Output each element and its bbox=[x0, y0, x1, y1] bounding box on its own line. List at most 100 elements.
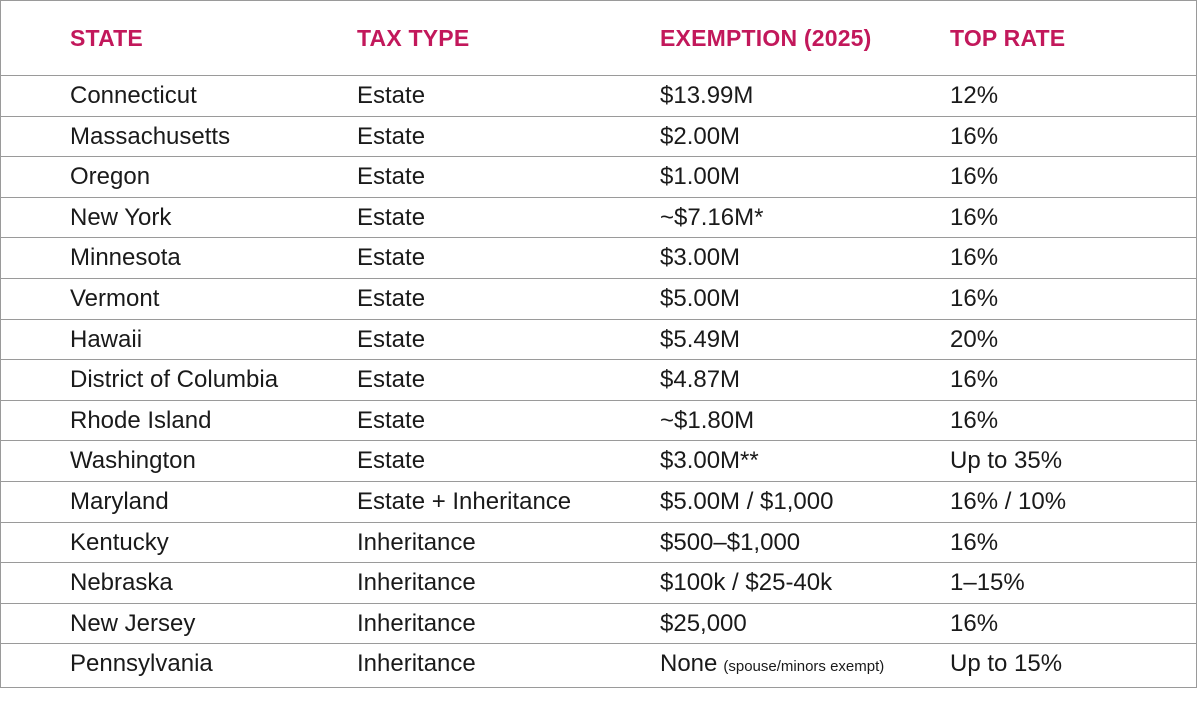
cell-exemption: $25,000 bbox=[660, 604, 747, 644]
cell-state-text: District of Columbia bbox=[70, 366, 279, 394]
cell-tax-type-text: Inheritance bbox=[357, 650, 476, 678]
cell-top-rate-text: 16% bbox=[950, 285, 999, 312]
cell-tax-type-text: Inheritance bbox=[357, 569, 476, 597]
table-row: Maryland Estate + Inheritance $5.00M / $1,… bbox=[1, 482, 1196, 523]
cell-exemption-text: $5.00M / $1,000 bbox=[660, 488, 834, 515]
cell-exemption-text: ~$7.16M* bbox=[660, 203, 764, 231]
cell-state: Connecticut bbox=[70, 76, 197, 116]
table-row: District of Columbia Estate $4.87M 16% bbox=[1, 360, 1196, 401]
cell-top-rate: 16% bbox=[950, 523, 998, 563]
cell-state-text: Kentucky bbox=[70, 528, 169, 556]
header-exemption: EXEMPTION (2025) bbox=[660, 25, 872, 51]
table-row: Minnesota Estate $3.00M 16% bbox=[1, 238, 1196, 279]
cell-tax-type-text: Estate + Inheritance bbox=[357, 488, 572, 515]
cell-tax-type: Estate + Inheritance bbox=[357, 482, 571, 522]
cell-top-rate-text: Up to 35% bbox=[950, 447, 1063, 475]
cell-exemption-text: $2.00M bbox=[660, 122, 741, 150]
cell-exemption: None (spouse/minors exempt) bbox=[660, 644, 884, 684]
cell-tax-type-text: Estate bbox=[357, 82, 426, 109]
cell-tax-type-text: Estate bbox=[357, 203, 426, 231]
cell-tax-type: Estate bbox=[357, 238, 425, 278]
cell-state-text: Massachusetts bbox=[70, 122, 231, 150]
exemption-note: (spouse/minors exempt) bbox=[723, 658, 885, 676]
cell-state: Vermont bbox=[70, 279, 159, 319]
cell-top-rate: 20% bbox=[950, 320, 998, 360]
cell-tax-type: Estate bbox=[357, 279, 425, 319]
cell-exemption: $5.49M bbox=[660, 320, 740, 360]
cell-top-rate-text: 16% bbox=[950, 609, 999, 637]
cell-exemption: $3.00M** bbox=[660, 441, 759, 481]
table-row: Pennsylvania Inheritance None (spouse/minor… bbox=[1, 644, 1196, 685]
cell-exemption: $500–$1,000 bbox=[660, 523, 800, 563]
cell-exemption: ~$1.80M bbox=[660, 401, 754, 441]
cell-top-rate: Up to 15% bbox=[950, 644, 1062, 684]
cell-state: New Jersey bbox=[70, 604, 195, 644]
cell-top-rate: 16% bbox=[950, 198, 998, 238]
cell-top-rate: 16% bbox=[950, 604, 998, 644]
cell-exemption-text: $13.99M bbox=[660, 82, 754, 109]
cell-tax-type-text: Inheritance bbox=[357, 528, 476, 556]
cell-top-rate: 16% bbox=[950, 157, 998, 197]
cell-tax-type: Inheritance bbox=[357, 644, 476, 684]
cell-top-rate: 12% bbox=[950, 76, 998, 116]
cell-top-rate: Up to 35% bbox=[950, 441, 1062, 481]
cell-state-text: Vermont bbox=[70, 285, 160, 312]
cell-tax-type: Estate bbox=[357, 157, 425, 197]
cell-top-rate: 16% bbox=[950, 401, 998, 441]
cell-state: Oregon bbox=[70, 157, 150, 197]
cell-top-rate: 16% bbox=[950, 360, 998, 400]
cell-top-rate-text: 16% bbox=[950, 528, 999, 556]
cell-tax-type: Estate bbox=[357, 117, 425, 157]
cell-top-rate-text: 16% / 10% bbox=[950, 488, 1067, 515]
cell-top-rate: 16% bbox=[950, 117, 998, 157]
cell-state: Nebraska bbox=[70, 563, 173, 603]
cell-tax-type-text: Estate bbox=[357, 447, 426, 475]
cell-tax-type: Inheritance bbox=[357, 604, 476, 644]
cell-state-text: Rhode Island bbox=[70, 406, 212, 434]
header-top-rate: TOP RATE bbox=[950, 25, 1066, 51]
cell-state: Massachusetts bbox=[70, 117, 230, 157]
header-state: STATE bbox=[70, 25, 143, 51]
table-row: New Jersey Inheritance $25,000 16% bbox=[1, 604, 1196, 645]
table-row: Rhode Island Estate ~$1.80M 16% bbox=[1, 401, 1196, 442]
cell-tax-type: Estate bbox=[357, 441, 425, 481]
cell-exemption-text: $5.00M bbox=[660, 285, 741, 312]
cell-top-rate: 16% bbox=[950, 238, 998, 278]
table-row: New York Estate ~$7.16M* 16% bbox=[1, 198, 1196, 239]
cell-top-rate-text: 16% bbox=[950, 366, 999, 394]
cell-top-rate: 16% bbox=[950, 279, 998, 319]
cell-state-text: Oregon bbox=[70, 163, 151, 191]
cell-top-rate: 16% / 10% bbox=[950, 482, 1066, 522]
cell-state-text: Pennsylvania bbox=[70, 650, 213, 678]
cell-exemption-text: $5.49M bbox=[660, 325, 741, 353]
cell-state: Pennsylvania bbox=[70, 644, 213, 684]
table-row: Connecticut Estate $13.99M 12% bbox=[1, 76, 1196, 117]
table-row: Hawaii Estate $5.49M 20% bbox=[1, 320, 1196, 361]
cell-exemption: $5.00M bbox=[660, 279, 740, 319]
cell-top-rate-text: 1–15% bbox=[950, 569, 1025, 597]
table-row: Massachusetts Estate $2.00M 16% bbox=[1, 117, 1196, 158]
cell-state: District of Columbia bbox=[70, 360, 278, 400]
cell-exemption-text: None bbox=[660, 650, 718, 678]
cell-top-rate-text: Up to 15% bbox=[950, 650, 1063, 678]
cell-top-rate-text: 12% bbox=[950, 82, 999, 109]
cell-exemption: $3.00M bbox=[660, 238, 740, 278]
table-row: Vermont Estate $5.00M 16% bbox=[1, 279, 1196, 320]
cell-exemption: $4.87M bbox=[660, 360, 740, 400]
cell-tax-type-text: Estate bbox=[357, 244, 426, 272]
cell-state-text: Hawaii bbox=[70, 325, 143, 353]
cell-tax-type-text: Estate bbox=[357, 366, 426, 394]
cell-state-text: Connecticut bbox=[70, 82, 197, 109]
cell-top-rate-text: 16% bbox=[950, 244, 999, 272]
cell-state: Washington bbox=[70, 441, 196, 481]
cell-exemption-text: $500–$1,000 bbox=[660, 528, 801, 556]
cell-top-rate: 1–15% bbox=[950, 563, 1025, 603]
cell-state-text: Minnesota bbox=[70, 244, 181, 272]
cell-state: Hawaii bbox=[70, 320, 142, 360]
cell-state-text: New Jersey bbox=[70, 609, 196, 637]
cell-tax-type-text: Estate bbox=[357, 122, 426, 150]
cell-tax-type: Estate bbox=[357, 320, 425, 360]
cell-tax-type-text: Estate bbox=[357, 285, 426, 312]
table-row: Kentucky Inheritance $500–$1,000 16% bbox=[1, 523, 1196, 564]
cell-tax-type: Estate bbox=[357, 198, 425, 238]
